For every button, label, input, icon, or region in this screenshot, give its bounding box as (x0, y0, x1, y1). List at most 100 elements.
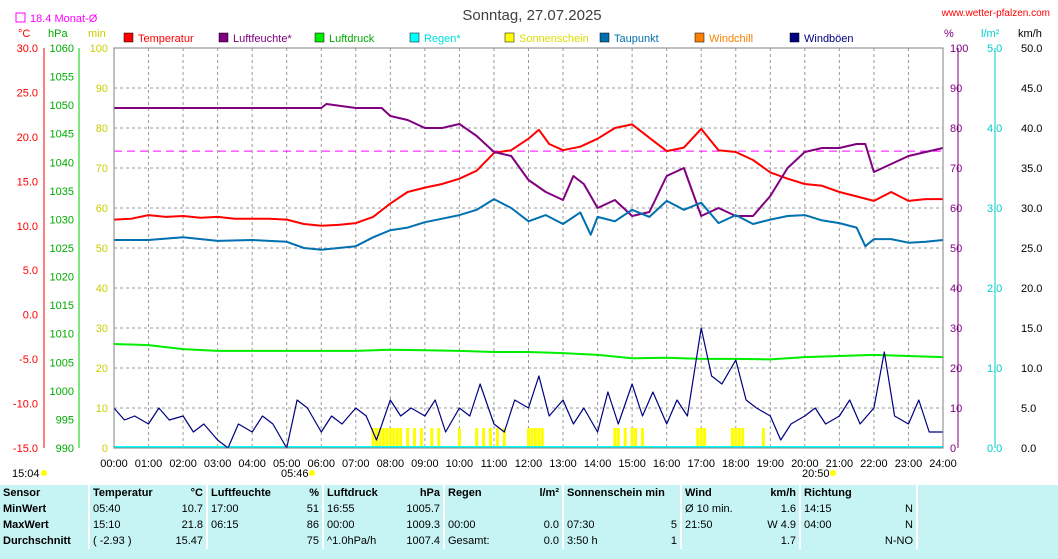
temperatur-series-line (113, 123, 943, 227)
sun-time: 07:30 (561, 517, 651, 533)
legend-label: Windchill (709, 33, 753, 45)
pressure-tick-label: 1045 (50, 129, 74, 141)
chart-series (113, 103, 944, 449)
sun-value: 1 (670, 535, 677, 547)
pressure-time: 16:55 (322, 501, 395, 517)
chart-legend: Temperatur Luftfeuchte* Luftdruck Regen* Son… (123, 32, 854, 45)
x-tick-label: 17:00 (687, 458, 715, 470)
humidity-tick-label: 10 (950, 403, 962, 415)
sunshine-bars (371, 428, 765, 448)
rain-value: 0.0 (543, 519, 559, 531)
sunshine-bar (406, 428, 410, 448)
legend-swatch (314, 32, 325, 43)
source-link[interactable]: www.wetter-pfalzen.com (941, 8, 1050, 19)
x-tick-label: 18:00 (722, 458, 750, 470)
temp-tick-label: 30.0 (17, 43, 38, 55)
sun-tick-label: 60 (96, 203, 108, 215)
weather-chart: 18.4 Monat-Ø Sonntag, 27.07.2025 www.wet… (12, 7, 1050, 480)
temp-value: 10.7 (181, 503, 203, 515)
sunshine-bar (437, 428, 441, 448)
pressure-value: 1005.7 (406, 503, 440, 515)
pressure-tick-label: 995 (56, 414, 74, 426)
plot-frame (113, 47, 944, 449)
humidity-tick-label: 80 (950, 123, 962, 135)
rain-time (443, 501, 521, 517)
stats-row-avg: Durchschnitt ( -2.93 ) 15.47 75 ^1.0hPa/… (0, 533, 1044, 549)
sunshine-bar (399, 428, 403, 448)
legend-label: Sonnenschein (519, 33, 589, 45)
temp-value: 15.47 (175, 535, 203, 547)
wind-header: Wind (680, 485, 758, 501)
temp-unit-label: °C (18, 28, 30, 40)
wind-time: Ø 10 min. (680, 501, 758, 517)
x-tick-label: 00:00 (100, 458, 128, 470)
stats-header-row: Sensor Temperatur °C Luftfeuchte % Luftd… (0, 485, 1044, 501)
sunshine-bar (419, 428, 423, 448)
rain-time: 00:00 (443, 517, 521, 533)
x-tick-label: 05:00 (273, 458, 301, 470)
sunshine-bar (381, 428, 385, 448)
pressure-tick-label: 990 (56, 443, 74, 455)
temp-tick-label: 0.0 (23, 310, 38, 322)
pressure-header: Luftdruck (322, 485, 395, 501)
temp-tick-label: 10.0 (17, 221, 38, 233)
sun-tick-label: 10 (96, 403, 108, 415)
legend-label: Temperatur (138, 33, 194, 45)
x-tick-label: 01:00 (135, 458, 163, 470)
direction-time: 04:00 (799, 517, 877, 533)
sunshine-bar (482, 428, 486, 448)
temp-value: 21.8 (181, 519, 203, 531)
wind-tick-label: 35.0 (1021, 163, 1042, 175)
sun-tick-label: 80 (96, 123, 108, 135)
x-tick-label: 23:00 (895, 458, 923, 470)
temp-tick-label: 5.0 (23, 265, 38, 277)
sunshine-bar (392, 428, 396, 448)
sunshine-bar (385, 428, 389, 448)
sunshine-bar (634, 428, 638, 448)
humidity-tick-label: 0 (950, 443, 956, 455)
x-tick-label: 07:00 (342, 458, 370, 470)
wind-value: W 4.9 (767, 519, 796, 531)
sun-value (650, 501, 681, 517)
x-tick-label: 16:00 (653, 458, 681, 470)
humidity-value: 75 (306, 535, 319, 547)
legend-swatch (123, 32, 134, 43)
x-tick-label: 24:00 (929, 458, 957, 470)
sunshine-bar (730, 428, 734, 448)
wind-unit-label: km/h (1018, 28, 1042, 40)
wind-tick-label: 15.0 (1021, 323, 1042, 335)
humidity-tick-label: 50 (950, 243, 962, 255)
wind-tick-label: 5.0 (1021, 403, 1036, 415)
pressure-tick-label: 1035 (50, 186, 74, 198)
wind-tick-label: 45.0 (1021, 83, 1042, 95)
x-tick-label: 13:00 (549, 458, 577, 470)
sunshine-bar (495, 428, 499, 448)
sun-time: 3:50 h (561, 533, 651, 549)
wind-tick-label: 25.0 (1021, 243, 1042, 255)
pressure-tick-label: 1000 (50, 386, 74, 398)
legend-swatch (218, 32, 229, 43)
temp-tick-label: -15.0 (13, 443, 38, 455)
pressure-tick-label: 1020 (50, 272, 74, 284)
humidity-unit-label: % (944, 28, 954, 40)
pressure-value: 1007.4 (406, 535, 440, 547)
pressure-tick-label: 1050 (50, 100, 74, 112)
sunrise-icon (309, 470, 315, 476)
sun-time (561, 501, 651, 517)
stats-row-max: MaxWert 15:10 21.8 06:15 86 00:00 1009.3… (0, 517, 1044, 533)
row-label: MinWert (3, 503, 47, 515)
temp-unit-header: °C (190, 487, 203, 499)
wind-tick-label: 30.0 (1021, 203, 1042, 215)
rain-unit-label: l/m² (981, 28, 1000, 40)
rain-tick-label: 3.0 (987, 203, 1002, 215)
sunshine-bar (457, 428, 461, 448)
temp-tick-label: 15.0 (17, 176, 38, 188)
direction-value: N-NO (884, 535, 913, 547)
legend-swatch (504, 32, 515, 43)
x-tick-label: 14:00 (584, 458, 612, 470)
sunshine-bar (395, 428, 399, 448)
wind-tick-label: 0.0 (1021, 443, 1036, 455)
sunshine-bar (696, 428, 700, 448)
row-label: MaxWert (3, 519, 49, 531)
wind-tick-label: 20.0 (1021, 283, 1042, 295)
